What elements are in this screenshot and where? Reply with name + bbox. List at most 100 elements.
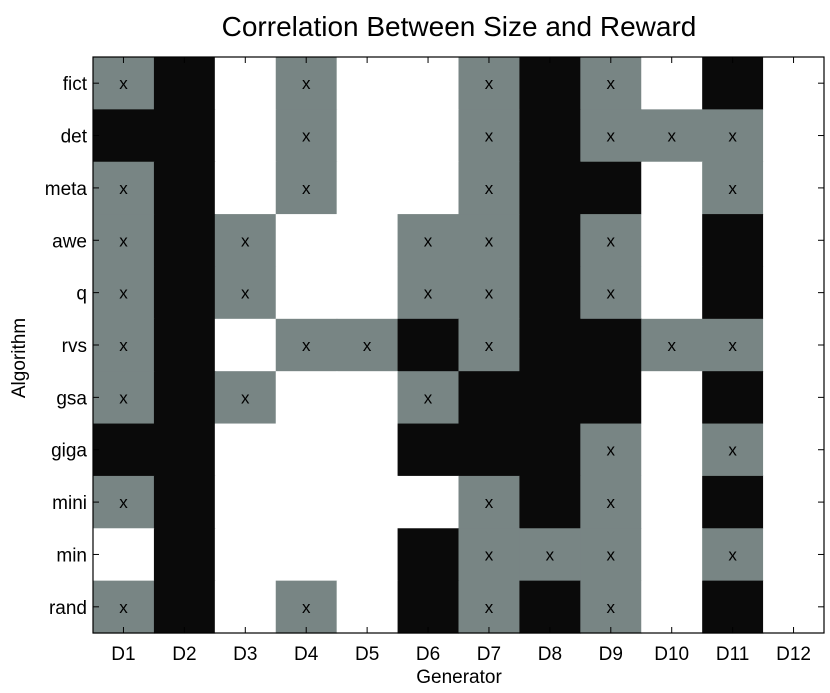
heatmap-cell [763,266,825,320]
cell-marker: x [241,284,250,303]
heatmap-cell [336,161,399,215]
y-tick-label: awe [52,231,87,252]
cell-marker: x [485,493,494,512]
heatmap-cell [214,580,277,634]
heatmap-cell [458,109,521,163]
cell-marker: x [241,388,250,407]
cell-marker: x [546,545,555,564]
heatmap-cell [763,214,825,268]
heatmap-cell [214,161,277,215]
heatmap-cell [214,528,277,582]
cell-marker: x [119,74,128,93]
y-tick-label: gsa [56,388,87,409]
heatmap-cell [519,371,581,425]
heatmap-cell [275,371,338,425]
heatmap-cell [336,423,399,477]
heatmap-cell [580,423,642,477]
cell-marker: x [485,598,494,617]
heatmap-cell [458,57,521,110]
heatmap-cell [641,475,703,529]
heatmap-cell [93,423,155,477]
heatmap-cell [519,528,581,582]
heatmap-cell [336,580,399,634]
heatmap-cell [702,475,764,529]
heatmap-cell [641,266,703,320]
y-tick-label: mini [52,493,87,514]
cell-marker: x [485,74,494,93]
heatmap-cell [763,109,825,163]
cell-marker: x [302,336,311,355]
cell-marker: x [485,545,494,564]
heatmap-cell [397,423,460,477]
heatmap-cell [458,528,521,582]
heatmap-cell [580,214,642,268]
heatmap-cell [458,423,521,477]
cell-marker: x [424,284,433,303]
x-tick-label: D6 [416,644,440,665]
heatmap-cell [519,161,581,215]
heatmap-cell [397,318,460,372]
heatmap-cell [580,475,642,529]
heatmap-cell [458,475,521,529]
heatmap-cell [153,161,216,215]
heatmap-cell [763,161,825,215]
heatmap-cell [641,371,703,425]
heatmap-cell [153,57,216,110]
heatmap-cell [153,475,216,529]
heatmap-cell [763,318,825,372]
cell-marker: x [485,127,494,146]
heatmap-cell [275,214,338,268]
heatmap-cell [641,528,703,582]
x-tick-label: D10 [654,644,689,665]
heatmap-cell [702,528,764,582]
cell-marker: x [728,127,737,146]
heatmap-cell [397,161,460,215]
heatmap-cell [580,528,642,582]
cell-marker: x [119,336,128,355]
heatmap-cell [763,528,825,582]
heatmap-cell [580,580,642,634]
heatmap-cell [763,475,825,529]
heatmap-cell [702,266,764,320]
heatmap-cell [153,371,216,425]
heatmap-cell [93,161,155,215]
heatmap-cell [702,580,764,634]
y-tick-label: det [61,127,88,148]
y-tick-label: min [56,545,87,566]
cell-marker: x [241,231,250,250]
cell-marker: x [667,336,676,355]
heatmap-cell [336,214,399,268]
y-axis-label: Algorithm [9,318,30,398]
heatmap-cell [336,318,399,372]
heatmap-cell [336,371,399,425]
heatmap-cell [458,214,521,268]
heatmap-cell [519,475,581,529]
heatmap-cell [336,475,399,529]
cell-marker: x [728,441,737,460]
heatmap-cell [153,266,216,320]
heatmap-cell [519,423,581,477]
cell-marker: x [667,127,676,146]
heatmap-cell [397,580,460,634]
heatmap-cell [93,371,155,425]
heatmap-cell [702,214,764,268]
heatmap-cell [275,528,338,582]
cell-marker: x [424,388,433,407]
x-tick-label: D7 [477,644,501,665]
y-tick-label: fict [63,74,88,95]
heatmap-cell [580,161,642,215]
heatmap-cell [702,371,764,425]
heatmap-cell [275,580,338,634]
heatmap-cell [519,580,581,634]
heatmap-cell [580,266,642,320]
cell-marker: x [119,284,128,303]
heatmap-cell [336,109,399,163]
cell-marker: x [302,74,311,93]
heatmap-cell [641,318,703,372]
x-tick-label: D8 [538,644,562,665]
heatmap-cell [397,266,460,320]
x-tick-label: D12 [776,644,811,665]
heatmap-cell [93,57,155,110]
heatmap-cell [397,371,460,425]
